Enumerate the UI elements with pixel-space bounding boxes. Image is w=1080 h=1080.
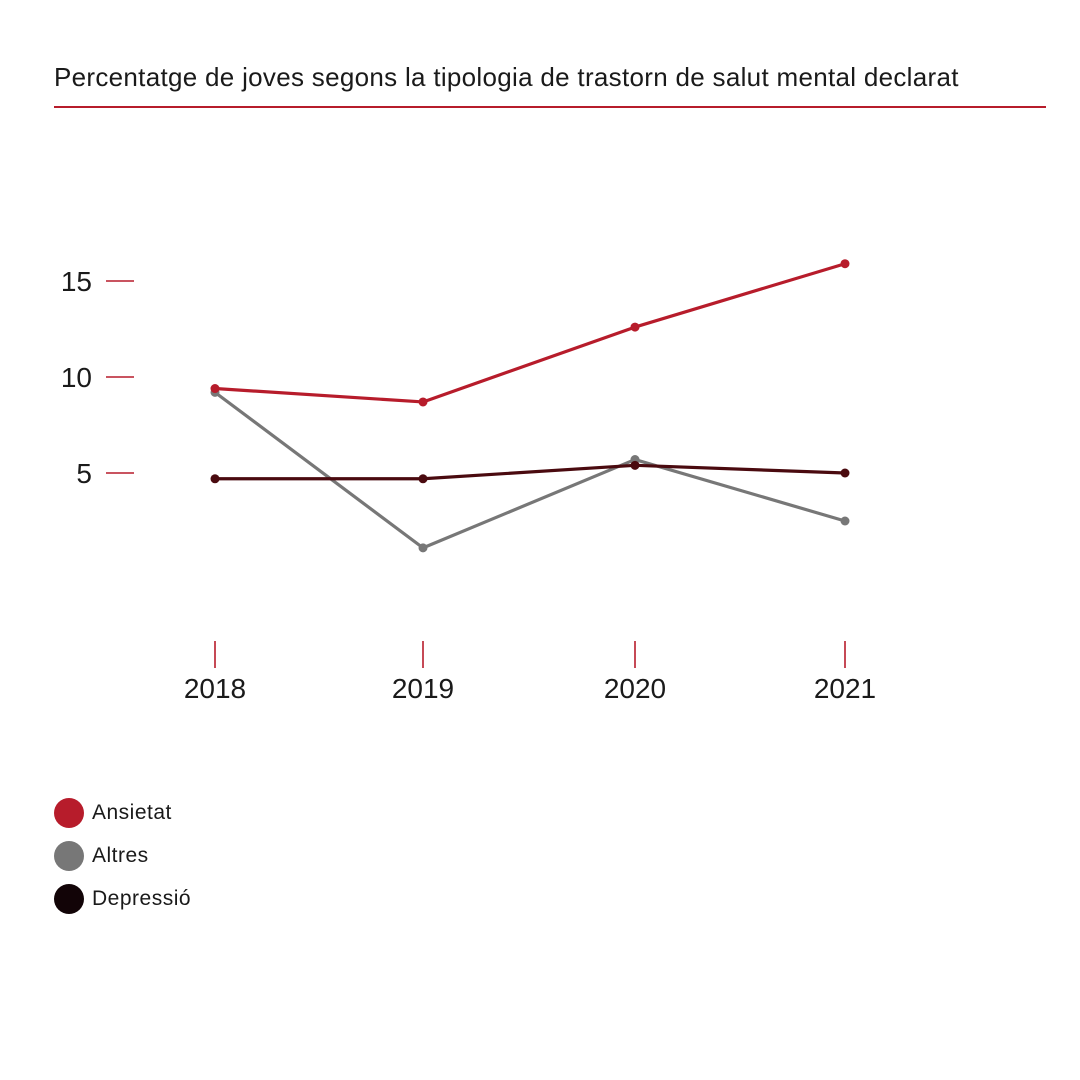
- x-tick-label: 2020: [604, 673, 666, 704]
- legend-label: Altres: [92, 844, 149, 867]
- data-point-depressio: [418, 474, 428, 484]
- legend-swatch-depressio: [54, 884, 84, 914]
- y-tick-label: 5: [76, 458, 92, 489]
- data-point-ansietat: [210, 384, 220, 394]
- data-point-ansietat: [418, 397, 428, 407]
- data-point-altres: [840, 516, 850, 526]
- y-tick-label: 10: [61, 362, 92, 393]
- x-tick-label: 2019: [392, 673, 454, 704]
- legend-label: Ansietat: [92, 801, 172, 824]
- legend-swatch-altres: [54, 841, 84, 871]
- legend-item-depressio: Depressió: [54, 884, 191, 914]
- series-line-altres: [214, 391, 846, 550]
- x-tick-label: 2018: [184, 673, 246, 704]
- series-line-ansietat: [214, 262, 846, 404]
- chart-title: Percentatge de joves segons la tipologia…: [54, 62, 959, 92]
- series-line-depressio: [215, 463, 846, 481]
- legend-swatch-ansietat: [54, 798, 84, 828]
- data-point-depressio: [210, 474, 220, 484]
- legend: Ansietat Altres Depressió: [54, 798, 191, 927]
- data-point-ansietat: [840, 259, 850, 269]
- legend-item-altres: Altres: [54, 841, 191, 871]
- data-point-depressio: [630, 460, 640, 470]
- data-point-altres: [418, 543, 428, 553]
- data-point-depressio: [840, 468, 850, 478]
- legend-label: Depressió: [92, 887, 192, 910]
- x-tick-label: 2021: [814, 673, 876, 704]
- title-rule: [54, 106, 1046, 108]
- data-point-ansietat: [630, 322, 640, 332]
- y-tick-label: 15: [61, 266, 92, 297]
- legend-item-ansietat: Ansietat: [54, 798, 191, 828]
